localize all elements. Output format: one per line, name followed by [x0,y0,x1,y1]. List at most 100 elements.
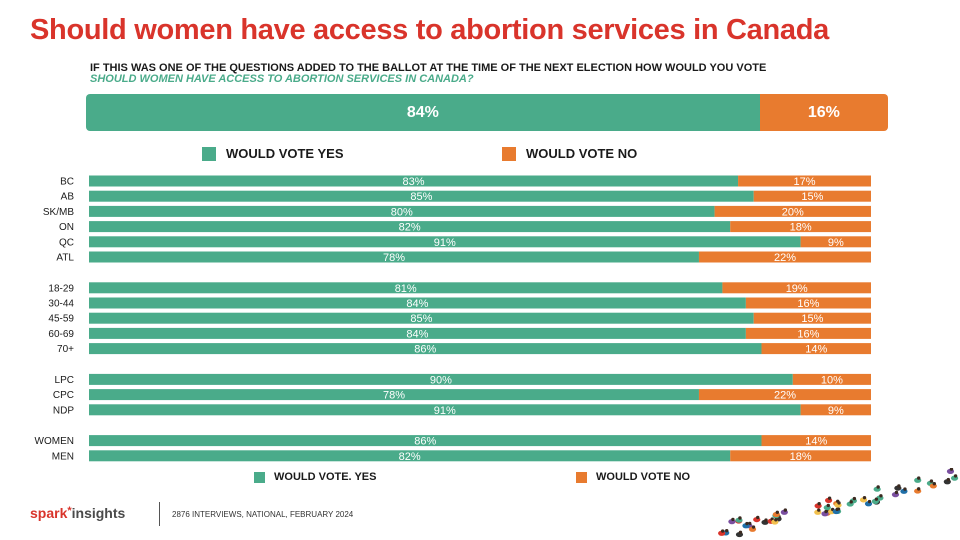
data-label-no-cpc: 22% [774,390,796,402]
legend-swatch-no [502,146,516,161]
legend-bottom-label-yes: WOULD VOTE. YES [274,471,377,483]
data-label-no-18-29: 19% [786,283,808,295]
data-label-yes-cpc: 78% [383,390,405,402]
legend-top-no: WOULD VOTE NO [502,146,637,161]
bar-no-men [730,450,871,462]
crowd-person-head [817,508,821,512]
data-label-no-atl: 22% [774,252,796,264]
data-label-yes-atl: 78% [383,252,405,264]
crowd-person-head [738,530,743,535]
crowd-person-head [916,487,921,491]
category-label-qc: QC [59,237,74,248]
data-label-yes-women: 86% [414,436,436,448]
data-label-no-on: 18% [790,222,812,234]
crowd-person-head [929,479,934,483]
category-label-30-44: 30-44 [48,299,74,310]
legend-label-yes: WOULD VOTE YES [226,146,344,161]
crowd-person-head [751,525,756,529]
crowd-person-head [783,508,788,512]
bar-no-women [761,435,871,447]
data-label-yes-lpc: 90% [430,374,452,386]
bar-yes-atl [89,251,699,263]
legend-top-yes: WOULD VOTE YES [202,146,344,161]
bar-no-45-59 [753,312,871,324]
bar-yes-men [89,450,731,462]
category-label-women: WOMEN [35,436,74,447]
crowd-person-head [817,501,821,506]
data-label-no-30-44: 16% [797,298,819,310]
crowd-person-head [745,521,749,526]
bar-no-30-44 [745,297,871,309]
crowd-person-head [879,494,883,498]
crowd-person-head [837,501,841,505]
bar-no-on [730,221,871,233]
crowd-person-head [862,495,867,500]
spark-star-icon: * [67,505,72,517]
category-label-60-69: 60-69 [48,329,74,340]
crowd-person-head [894,490,899,495]
data-label-yes-18-29: 81% [395,283,417,295]
bar-yes-qc [89,236,801,248]
category-label-lpc: LPC [55,375,74,386]
crowd-person-head [953,474,958,478]
data-label-yes-60-69: 84% [406,328,428,340]
category-label-bc: BC [60,177,74,188]
crowd-person-head [932,482,937,486]
data-label-yes-ndp: 91% [434,405,456,417]
bar-yes-ndp [89,404,801,416]
data-label-yes-45-59: 85% [410,313,432,325]
legend-swatch-yes [202,146,216,161]
bar-no-bc [738,175,871,187]
bar-no-70- [761,343,871,355]
bar-no-18-29 [722,282,871,294]
bar-no-sk-mb [714,205,871,217]
legend-bottom-label-no: WOULD VOTE NO [596,471,691,483]
footer-note: 2876 INTERVIEWS, NATIONAL, FEBRUARY 2024 [172,510,354,519]
brand-logo-part-a: spark [30,505,68,521]
page-title: Should women have access to abortion ser… [30,14,829,46]
bar-yes-45-59 [89,312,754,324]
data-label-no-bc: 17% [794,176,816,188]
category-label-cpc: CPC [53,390,74,401]
legend-label-no: WOULD VOTE NO [526,146,638,161]
bar-no-ab [753,190,871,202]
bar-yes-sk-mb [89,205,715,217]
data-label-no-qc: 9% [828,237,844,249]
crowd-person-head [949,468,954,471]
overall-no-segment: 16% [759,94,888,131]
crowd-person-head [849,500,853,504]
data-label-no-60-69: 16% [797,328,819,340]
bar-no-lpc [792,373,871,385]
overall-bar: 84% 16% [86,94,888,131]
data-label-yes-30-44: 84% [406,298,428,310]
bar-no-ndp [800,404,871,416]
data-label-no-men: 18% [790,451,812,463]
data-label-yes-sk-mb: 80% [391,206,413,218]
bar-yes-lpc [89,373,793,385]
category-label-45-59: 45-59 [48,314,74,325]
bar-yes-women [89,435,762,447]
question-subtext: SHOULD WOMEN HAVE ACCESS TO ABORTION SER… [90,73,474,85]
bar-yes-ab [89,190,754,202]
category-label-70-: 70+ [57,344,74,355]
crowd-person-head [874,497,879,501]
category-label-18-29: 18-29 [48,283,74,294]
bar-yes-bc [89,175,739,187]
legend-bottom-yes: WOULD VOTE. YES [254,471,376,483]
legend-bottom-swatch-no [576,471,587,483]
crowd-person-head [867,499,872,504]
category-label-atl: ATL [56,253,74,264]
bar-yes-18-29 [89,282,723,294]
data-label-no-women: 14% [805,436,827,448]
crowd-person-head [827,496,832,500]
bar-yes-cpc [89,389,699,401]
data-label-yes-bc: 83% [403,176,425,188]
data-label-no-sk-mb: 20% [782,206,804,218]
crowd-person-head [756,515,760,520]
crowd-person-head [826,503,830,508]
bar-no-atl [698,251,871,263]
footer-divider [159,502,160,526]
bar-no-cpc [698,389,871,401]
bar-no-60-69 [745,327,871,339]
